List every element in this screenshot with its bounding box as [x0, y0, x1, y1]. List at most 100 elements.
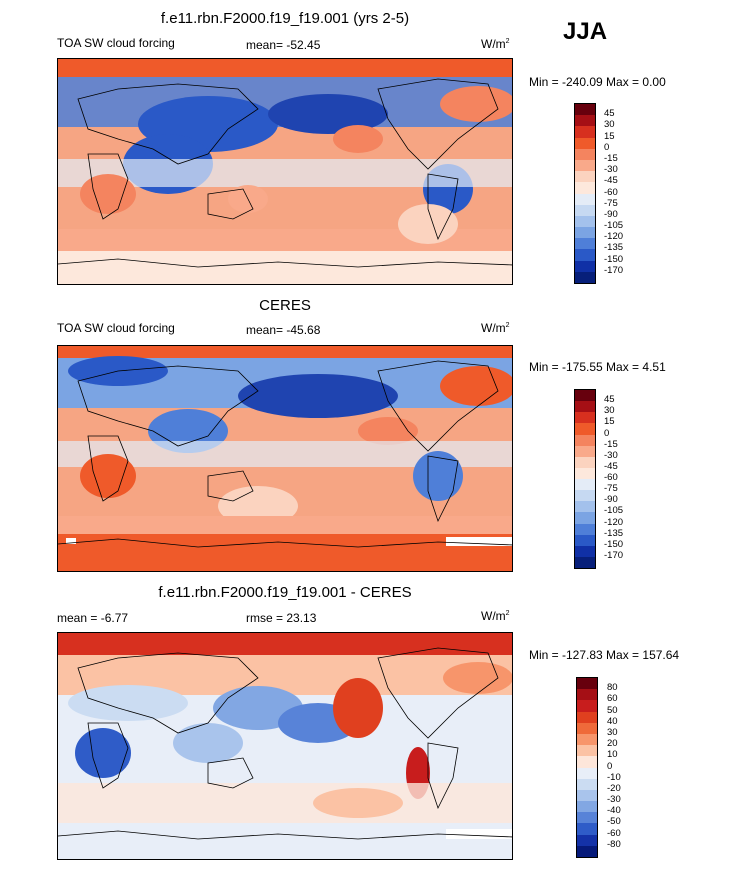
colorbar-tick-label: -135 — [604, 242, 624, 254]
colorbar-tick-label: -170 — [604, 264, 624, 276]
colorbar-tick-label: 45 — [604, 394, 615, 406]
panel-3-units: W/m2 — [481, 609, 510, 623]
colorbar-swatch — [575, 479, 595, 491]
panel-3-colorbar-ticks: 80 60 50 40 30 20 10 0 -10 -20 -30 -40 -50 -60 -80 — [607, 677, 647, 858]
colorbar-tick-label: 30 — [604, 119, 615, 131]
colorbar-tick-label: 45 — [604, 108, 615, 120]
colorbar-swatch — [575, 260, 595, 272]
colorbar-swatch — [575, 390, 595, 402]
colorbar-tick-label: 80 — [607, 682, 618, 694]
colorbar-swatch — [575, 456, 595, 468]
colorbar-swatch — [577, 767, 597, 779]
colorbar-swatch — [575, 523, 595, 535]
panel-1-mean-label: mean= -52.45 — [246, 38, 321, 52]
colorbar-tick-label: 0 — [604, 141, 610, 153]
colorbar-swatch — [577, 678, 597, 690]
panel-2-colorbar-ticks: 45 30 15 0 -15 -30 -45 -60 -75 -90 -105 -120 -135 -15… — [604, 389, 644, 569]
panel-3-map — [57, 632, 513, 860]
colorbar-swatch — [577, 845, 597, 857]
colorbar-swatch — [575, 412, 595, 424]
colorbar-swatch — [575, 401, 595, 413]
panel-3-rmse-label: rmse = 23.13 — [246, 611, 317, 625]
colorbar-tick-label: -120 — [604, 231, 624, 243]
panel-2-units: W/m2 — [481, 321, 510, 335]
colorbar-tick-label: -90 — [604, 494, 618, 506]
panel-1-colorbar-ticks: 45 30 15 0 -15 -30 -45 -60 -75 -90 -105 -120 -135 -15… — [604, 103, 644, 284]
colorbar-swatch — [575, 182, 595, 194]
panel-3-title: f.e11.rbn.F2000.f19_f19.001 - CERES — [158, 584, 412, 601]
colorbar-tick-label: -135 — [604, 527, 624, 539]
panel-2-colorbar — [574, 389, 596, 569]
colorbar-swatch — [577, 722, 597, 734]
colorbar-tick-label: -30 — [607, 794, 621, 806]
panel-3-minmax: Min = -127.83 Max = 157.64 — [529, 648, 680, 662]
colorbar-tick-label: -150 — [604, 253, 624, 265]
colorbar-tick-label: 40 — [607, 715, 618, 727]
colorbar-swatch — [575, 434, 595, 446]
colorbar-swatch — [577, 812, 597, 824]
colorbar-tick-label: 30 — [607, 726, 618, 738]
colorbar-tick-label: -40 — [607, 805, 621, 817]
colorbar-swatch — [577, 778, 597, 790]
colorbar-swatch — [577, 700, 597, 712]
colorbar-swatch — [577, 789, 597, 802]
colorbar-tick-label: 60 — [607, 693, 618, 705]
colorbar-tick-label: -15 — [604, 438, 618, 450]
colorbar-swatch — [577, 823, 597, 835]
colorbar-tick-label: 0 — [607, 760, 613, 772]
colorbar-swatch — [575, 171, 595, 183]
colorbar-swatch — [575, 490, 595, 502]
colorbar-swatch — [575, 249, 595, 261]
panel-2-mean-label: mean= -45.68 — [246, 323, 321, 337]
season-label: JJA — [563, 18, 608, 45]
colorbar-tick-label: -45 — [604, 460, 618, 472]
colorbar-tick-label: 15 — [604, 416, 615, 428]
panel-2-map — [57, 345, 513, 572]
colorbar-tick-label: -105 — [604, 220, 624, 232]
colorbar-swatch — [575, 556, 595, 568]
colorbar-tick-label: -75 — [604, 197, 618, 209]
panel-1-map — [57, 58, 513, 285]
colorbar-swatch — [575, 159, 595, 172]
colorbar-tick-label: -60 — [607, 827, 621, 839]
colorbar-tick-label: 10 — [607, 749, 618, 761]
panel-1-title: f.e11.rbn.F2000.f19_f19.001 (yrs 2-5) — [160, 10, 410, 27]
colorbar-swatch — [575, 227, 595, 239]
colorbar-swatch — [575, 534, 595, 546]
colorbar-tick-label: 20 — [607, 738, 618, 750]
colorbar-tick-label: -75 — [604, 483, 618, 495]
colorbar-swatch — [577, 745, 597, 757]
colorbar-swatch — [575, 193, 595, 205]
panel-1-minmax: Min = -240.09 Max = 0.00 — [529, 75, 666, 89]
colorbar-tick-label: -15 — [604, 152, 618, 164]
colorbar-swatch — [575, 512, 595, 524]
colorbar-tick-label: -50 — [607, 816, 621, 828]
colorbar-tick-label: -30 — [604, 449, 618, 461]
colorbar-swatch — [575, 104, 595, 116]
colorbar-tick-label: -80 — [607, 838, 621, 850]
colorbar-tick-label: 30 — [604, 405, 615, 417]
colorbar-swatch — [575, 137, 595, 149]
colorbar-tick-label: -20 — [607, 782, 621, 794]
colorbar-tick-label: -150 — [604, 538, 624, 550]
panel-1-variable-label: TOA SW cloud forcing — [57, 36, 175, 50]
colorbar-swatch — [575, 423, 595, 435]
colorbar-tick-label: -90 — [604, 208, 618, 220]
colorbar-tick-label: -60 — [604, 186, 618, 198]
panel-2-variable-label: TOA SW cloud forcing — [57, 321, 175, 335]
panel-3-colorbar — [576, 677, 598, 858]
colorbar-swatch — [575, 467, 595, 479]
colorbar-tick-label: 50 — [607, 704, 618, 716]
colorbar-tick-label: -60 — [604, 472, 618, 483]
colorbar-swatch — [575, 271, 595, 283]
colorbar-swatch — [577, 834, 597, 846]
colorbar-swatch — [575, 445, 595, 457]
colorbar-swatch — [575, 126, 595, 138]
panel-3-mean-label: mean = -6.77 — [57, 611, 129, 625]
panel-2-minmax: Min = -175.55 Max = 4.51 — [529, 360, 666, 374]
colorbar-tick-label: -120 — [604, 516, 624, 528]
colorbar-swatch — [577, 689, 597, 701]
colorbar-swatch — [575, 215, 595, 228]
panel-2-title: CERES — [259, 297, 311, 314]
panel-1-units: W/m2 — [481, 37, 510, 51]
